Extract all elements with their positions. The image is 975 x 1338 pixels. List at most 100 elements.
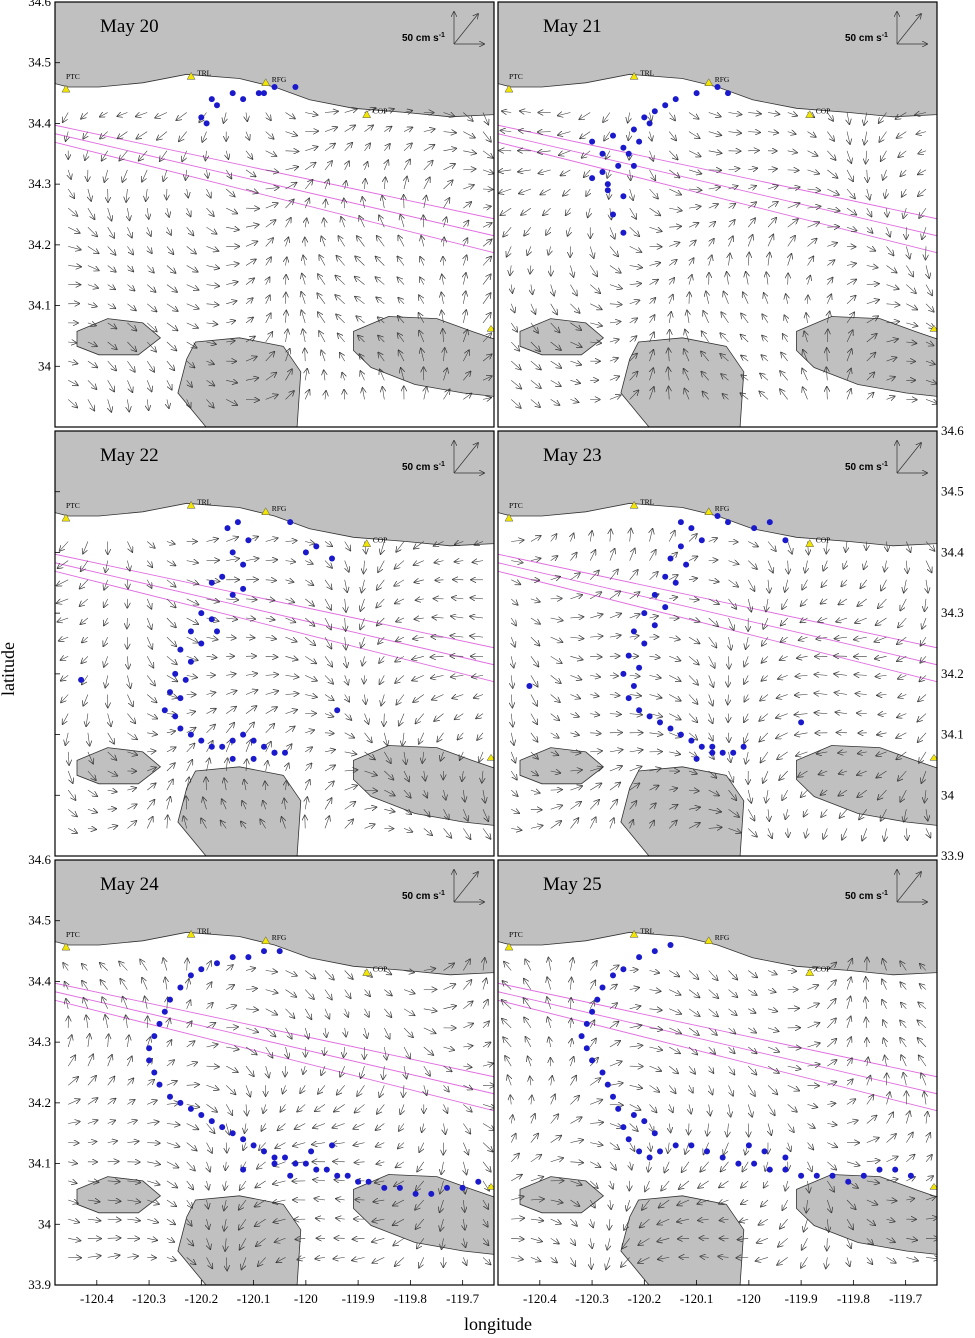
drifter-point	[688, 1142, 695, 1149]
current-vector	[510, 265, 511, 276]
current-vector	[728, 132, 742, 134]
current-vector	[767, 186, 778, 189]
drifter-point	[182, 676, 189, 683]
current-vector	[629, 246, 642, 252]
drifter-point	[271, 1154, 278, 1161]
current-vector	[127, 246, 133, 254]
drifter-point	[630, 683, 637, 689]
drifter-point	[198, 1112, 205, 1118]
current-vector	[226, 227, 239, 230]
current-vector	[376, 277, 385, 285]
drifter-point	[234, 519, 241, 526]
drifter-point	[589, 1008, 596, 1015]
current-vector	[561, 169, 571, 176]
current-vector	[63, 112, 69, 123]
current-vector	[708, 187, 720, 189]
current-vector	[807, 206, 821, 208]
current-vector	[100, 113, 108, 117]
current-vector	[403, 160, 410, 171]
drifter-point	[683, 561, 690, 568]
current-vector	[649, 280, 658, 285]
drifter-point	[412, 1190, 419, 1197]
current-vector	[265, 313, 271, 324]
current-vector	[708, 113, 721, 117]
current-vector	[88, 188, 91, 201]
station-label: RFG	[272, 933, 287, 942]
drifter-point	[240, 1136, 247, 1143]
station-label: TRL	[197, 68, 212, 77]
drifter-point	[630, 628, 637, 635]
current-vector	[550, 399, 560, 405]
scale-exponent: -1	[439, 890, 445, 897]
drifter-point	[625, 695, 632, 702]
current-vector	[629, 300, 640, 304]
current-vector	[187, 188, 189, 197]
current-vector	[378, 317, 385, 324]
current-vector	[511, 399, 521, 408]
current-vector	[767, 218, 776, 228]
drifter-point	[334, 1172, 341, 1179]
current-vector	[377, 236, 385, 247]
drifter-point	[630, 1112, 637, 1118]
current-vector	[206, 304, 219, 305]
drifter-point	[187, 1105, 194, 1112]
current-vector	[167, 208, 169, 217]
station-label: COP	[373, 965, 388, 974]
current-vector	[147, 284, 155, 292]
current-vector	[685, 330, 689, 343]
current-vector	[423, 178, 430, 190]
current-vector	[382, 387, 384, 400]
current-vector	[340, 353, 345, 362]
current-vector	[179, 131, 187, 142]
current-vector	[463, 372, 470, 381]
drifter-point	[782, 1166, 789, 1173]
drifter-point	[161, 707, 168, 714]
current-vector	[443, 132, 456, 133]
drifter-point	[250, 1142, 257, 1149]
drifter-point	[219, 573, 226, 580]
current-vector	[668, 367, 669, 381]
y-tick-label: 34.2	[28, 1095, 51, 1110]
x-tick-label: -120	[294, 1291, 318, 1306]
current-vector	[337, 256, 345, 266]
current-vector	[379, 215, 385, 228]
current-vector	[540, 188, 551, 195]
current-vector	[139, 150, 148, 161]
current-vector	[378, 336, 385, 343]
current-vector	[226, 301, 236, 304]
current-vector	[580, 131, 591, 139]
current-vector	[68, 342, 76, 343]
current-vector	[166, 341, 176, 350]
drifter-point	[229, 1130, 236, 1137]
current-vector	[727, 272, 729, 285]
current-vector	[186, 227, 194, 235]
y-axis-title: latitude	[0, 642, 18, 696]
current-vector	[588, 208, 591, 217]
current-vector	[510, 341, 519, 351]
current-vector	[767, 113, 779, 115]
drifter-point	[615, 162, 622, 169]
y-tick-label: 34	[941, 787, 955, 802]
current-vector	[570, 265, 573, 277]
current-vector	[68, 361, 77, 364]
drifter-point	[636, 707, 643, 714]
current-vector	[400, 215, 404, 228]
current-vector	[570, 380, 580, 383]
y-tick-label: 34.3	[28, 176, 51, 191]
current-vector	[650, 332, 655, 343]
drifter-point	[261, 1148, 267, 1155]
current-vector	[419, 313, 425, 324]
island-east	[796, 316, 937, 397]
drifter-point	[630, 126, 637, 133]
current-vector	[538, 151, 551, 153]
drifter-point	[641, 640, 648, 647]
current-vector	[245, 298, 253, 305]
current-vector	[708, 151, 722, 153]
current-vector	[265, 150, 277, 156]
current-vector	[305, 199, 309, 209]
drifter-point	[229, 591, 236, 598]
current-vector	[688, 189, 701, 190]
current-vector	[482, 257, 491, 266]
station-label: PTC	[66, 501, 80, 510]
current-vector	[463, 112, 472, 121]
